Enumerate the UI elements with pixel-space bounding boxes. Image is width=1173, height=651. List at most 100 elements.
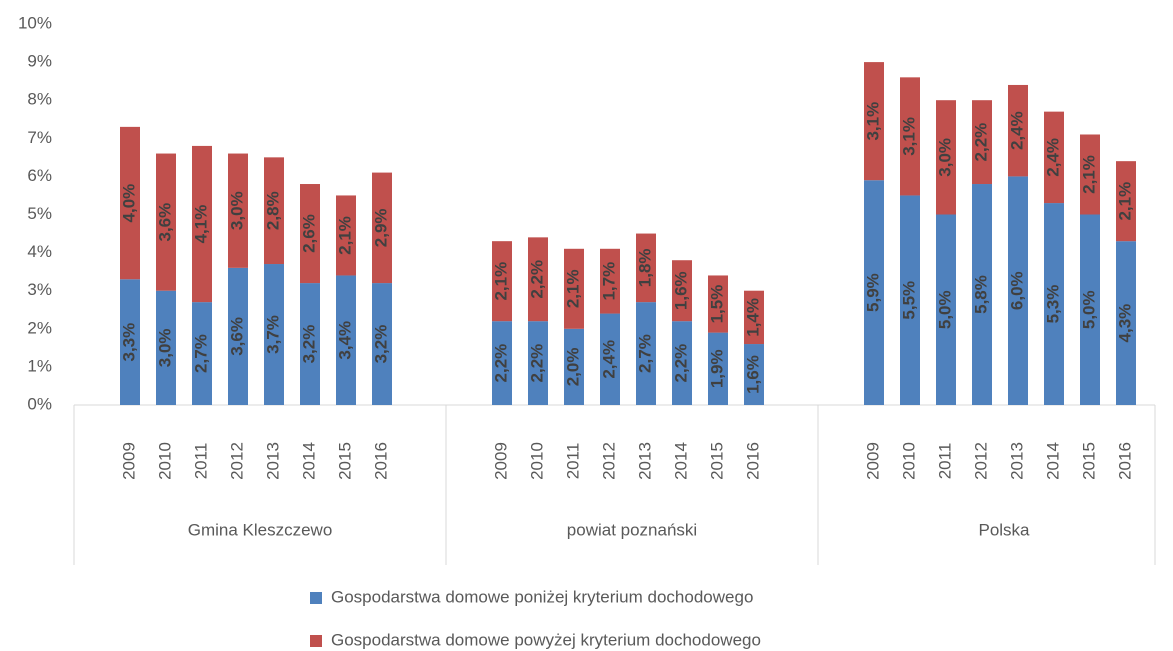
y-tick-label: 8% (27, 90, 52, 109)
value-label: 1,4% (743, 298, 762, 337)
y-tick-label: 7% (27, 128, 52, 147)
x-tick-label: 2015 (335, 442, 354, 480)
value-label: 2,1% (491, 262, 510, 301)
x-tick-label: 2015 (707, 442, 726, 480)
y-tick-label: 4% (27, 242, 52, 261)
x-tick-label: 2009 (863, 442, 882, 480)
legend-label: Gospodarstwa domowe powyżej kryterium do… (331, 630, 761, 649)
bar-segment (1080, 214, 1100, 405)
value-label: 5,8% (971, 275, 990, 314)
x-tick-label: 2010 (155, 442, 174, 480)
x-tick-label: 2016 (1115, 442, 1134, 480)
x-tick-label: 2015 (1079, 442, 1098, 480)
value-label: 5,9% (863, 273, 882, 312)
bar-segment (1044, 111, 1064, 204)
bar-segment (1080, 134, 1100, 215)
x-tick-label: 2011 (935, 443, 954, 480)
bar-segment (744, 344, 764, 405)
value-label: 2,4% (1043, 138, 1062, 177)
bar-segment (636, 233, 656, 303)
value-label: 3,6% (227, 317, 246, 356)
bar-segment (744, 290, 764, 345)
value-label: 3,0% (935, 138, 954, 177)
value-label: 1,8% (635, 248, 654, 287)
bar-segment (372, 283, 392, 405)
value-label: 5,0% (1079, 290, 1098, 329)
value-label: 2,1% (1079, 155, 1098, 194)
bar-segment (156, 153, 176, 291)
x-tick-label: 2013 (1007, 442, 1026, 480)
value-label: 3,2% (371, 325, 390, 364)
bar-segment (564, 248, 584, 329)
y-tick-label: 2% (27, 318, 52, 337)
bar-segment (120, 279, 140, 405)
bar-segment (600, 313, 620, 405)
bar-segment (372, 172, 392, 284)
x-tick-label: 2014 (671, 442, 690, 480)
value-label: 3,1% (863, 102, 882, 141)
value-label: 3,3% (119, 323, 138, 362)
bar-segment (336, 275, 356, 405)
value-label: 2,0% (563, 348, 582, 387)
value-label: 2,1% (335, 216, 354, 255)
x-tick-label: 2014 (1043, 442, 1062, 480)
bar-segment (120, 126, 140, 280)
x-tick-label: 2011 (563, 443, 582, 480)
value-label: 1,6% (671, 271, 690, 310)
bar-segment (900, 195, 920, 405)
value-label: 2,6% (299, 214, 318, 253)
value-label: 2,1% (1115, 182, 1134, 221)
bar-segment (300, 184, 320, 284)
value-label: 2,2% (527, 344, 546, 383)
bar-segment (864, 180, 884, 405)
value-label: 1,6% (743, 355, 762, 394)
bar-segment (528, 237, 548, 322)
value-label: 5,5% (899, 281, 918, 320)
value-label: 2,2% (491, 344, 510, 383)
value-label: 4,0% (119, 184, 138, 223)
value-label: 3,2% (299, 325, 318, 364)
value-label: 2,4% (599, 340, 618, 379)
bar-segment (156, 290, 176, 405)
bar-segment (936, 100, 956, 215)
group-label: Polska (978, 520, 1030, 539)
bar-segment (1116, 161, 1136, 242)
value-label: 1,9% (707, 349, 726, 388)
value-label: 3,1% (899, 117, 918, 156)
bar-segment (300, 283, 320, 405)
x-tick-label: 2011 (191, 443, 210, 480)
x-tick-label: 2014 (299, 442, 318, 480)
value-label: 2,7% (191, 334, 210, 373)
x-tick-label: 2010 (527, 442, 546, 480)
value-label: 2,2% (971, 123, 990, 162)
bar-segment (564, 328, 584, 405)
group-label: powiat poznański (567, 520, 697, 539)
y-tick-label: 9% (27, 52, 52, 71)
x-tick-label: 2013 (263, 442, 282, 480)
y-tick-label: 3% (27, 280, 52, 299)
value-label: 2,2% (527, 260, 546, 299)
x-tick-label: 2009 (491, 442, 510, 480)
bar-segment (336, 195, 356, 276)
bar-segment (264, 157, 284, 265)
value-label: 2,9% (371, 208, 390, 247)
bar-segment (900, 77, 920, 196)
value-label: 2,7% (635, 334, 654, 373)
legend-swatch (310, 592, 322, 604)
bar-segment (528, 321, 548, 405)
bar-segment (1008, 176, 1028, 405)
bar-segment (600, 248, 620, 314)
y-tick-label: 5% (27, 204, 52, 223)
y-tick-label: 6% (27, 166, 52, 185)
bar-segment (492, 321, 512, 405)
x-tick-label: 2016 (743, 442, 762, 480)
x-tick-label: 2010 (899, 442, 918, 480)
value-label: 1,5% (707, 285, 726, 324)
bar-segment (708, 275, 728, 333)
x-tick-label: 2012 (599, 442, 618, 480)
value-label: 6,0% (1007, 271, 1026, 310)
x-tick-label: 2009 (119, 442, 138, 480)
value-label: 4,3% (1115, 304, 1134, 343)
bar-segment (636, 302, 656, 405)
legend-label: Gospodarstwa domowe poniżej kryterium do… (331, 587, 753, 606)
